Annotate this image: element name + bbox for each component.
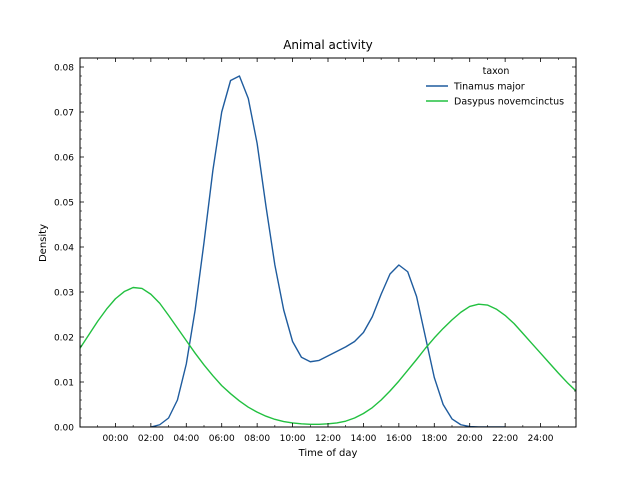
y-tick-label: 0.08	[54, 64, 74, 74]
x-tick-label: 04:00	[173, 434, 199, 444]
x-tick-label: 00:00	[102, 434, 128, 444]
y-tick-label: 0.01	[54, 379, 74, 389]
x-tick-label: 08:00	[244, 434, 270, 444]
x-tick-label: 16:00	[386, 434, 412, 444]
y-tick-label: 0.07	[54, 109, 74, 119]
y-tick-label: 0.05	[54, 199, 74, 209]
legend-title: taxon	[483, 66, 510, 77]
x-tick-label: 22:00	[492, 434, 518, 444]
y-tick-label: 0.06	[54, 154, 74, 164]
y-tick-label: 0.00	[54, 424, 74, 434]
x-tick-label: 12:00	[315, 434, 341, 444]
y-tick-label: 0.02	[54, 334, 74, 344]
x-tick-label: 14:00	[350, 434, 376, 444]
y-axis-label: Density	[38, 224, 49, 262]
x-tick-label: 02:00	[138, 434, 164, 444]
x-tick-label: 18:00	[421, 434, 447, 444]
x-axis: 00:00 02:00 04:00 06:00 08:00 10:00 12:00 14:00…	[79, 58, 577, 444]
legend-item: Tinamus major	[426, 82, 525, 93]
legend-label: Tinamus major	[453, 82, 525, 93]
chart-title: Animal activity	[283, 38, 373, 52]
x-tick-label: 24:00	[528, 434, 554, 444]
legend-label: Dasypus novemcinctus	[454, 97, 564, 108]
x-axis-label: Time of day	[298, 448, 358, 459]
legend: taxon Tinamus major Dasypus novemcinctus	[426, 66, 564, 108]
y-tick-label: 0.04	[54, 244, 74, 254]
x-tick-label: 20:00	[457, 434, 483, 444]
series-line-1	[150, 75, 506, 427]
x-tick-label: 10:00	[280, 434, 306, 444]
y-tick-label: 0.03	[54, 289, 74, 299]
legend-item: Dasypus novemcinctus	[426, 97, 564, 108]
x-tick-label: 06:00	[209, 434, 235, 444]
y-axis: 0.00 0.01 0.02 0.03 0.04 0.05 0.06 0.07 0.08	[54, 57, 576, 434]
